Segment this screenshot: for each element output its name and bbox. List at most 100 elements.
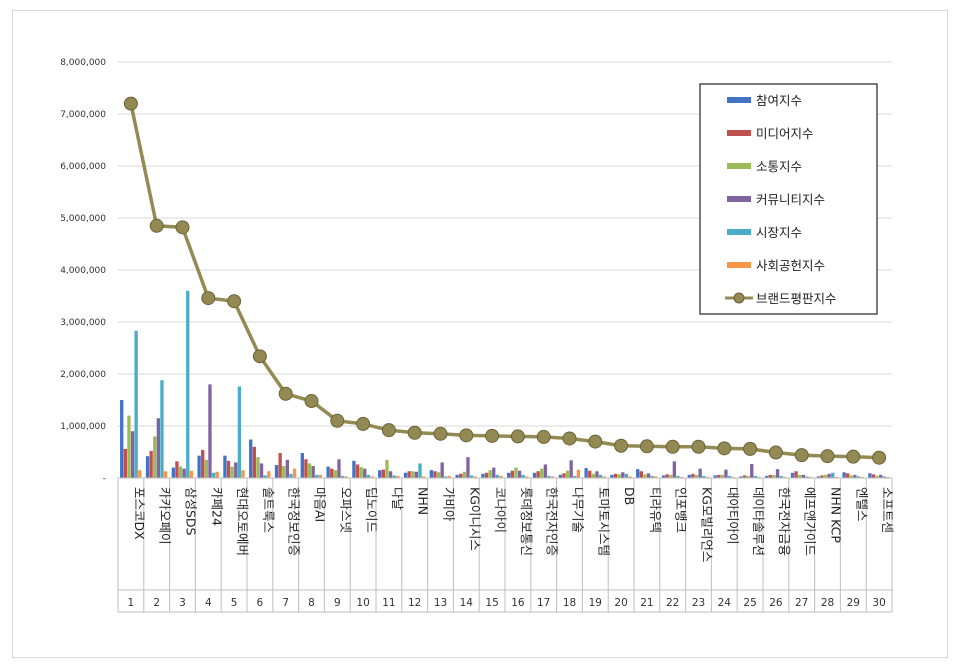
bar [267, 471, 271, 478]
legend-label: 시장지수 [756, 225, 802, 240]
bar [798, 474, 802, 478]
bar [720, 474, 724, 478]
rank-label: 29 [847, 597, 860, 609]
bar [421, 476, 426, 478]
rank-label: 12 [408, 597, 421, 609]
category-label: DB [622, 487, 637, 505]
bar [746, 475, 750, 478]
brand-index-point [459, 428, 474, 443]
bar [123, 448, 127, 478]
bar [621, 472, 625, 478]
rank-label: 6 [257, 597, 264, 609]
bar [444, 476, 448, 478]
legend-swatch [727, 262, 751, 268]
bar [713, 475, 717, 478]
bar [661, 475, 666, 478]
legend-label: 참여지수 [756, 93, 802, 108]
brand-index-point [123, 96, 138, 111]
category-label: 가비아 [442, 487, 457, 522]
category-label: 티라유텍 [648, 487, 663, 533]
bar [525, 476, 529, 478]
bar [392, 475, 396, 478]
brand-index-point [588, 434, 603, 449]
category-label: 에프앤가이드 [803, 487, 818, 556]
brand-index-point [872, 450, 887, 465]
bar [359, 467, 363, 478]
bar [588, 470, 592, 478]
rank-label: 14 [460, 597, 474, 609]
bar [772, 474, 776, 478]
bar [757, 476, 761, 478]
bar [282, 466, 286, 478]
bar [569, 460, 573, 478]
bar [223, 455, 227, 478]
legend-label: 커뮤니티지수 [756, 192, 825, 207]
bar [624, 473, 629, 478]
bar [215, 471, 219, 478]
bar [868, 473, 872, 478]
bar [679, 476, 684, 478]
bar [823, 474, 828, 478]
bar [163, 471, 168, 478]
rank-label: 28 [821, 597, 834, 609]
category-label: 대아티아이 [725, 487, 740, 545]
bar [584, 468, 588, 478]
bar [330, 468, 334, 478]
bar [654, 476, 658, 478]
bar [447, 475, 452, 478]
bar [643, 474, 647, 478]
brand-index-point [691, 439, 706, 454]
bar [292, 468, 297, 478]
rank-label: 30 [872, 597, 885, 609]
bar [197, 455, 201, 478]
bar [311, 466, 315, 478]
category-label: 데이타솔루션 [751, 487, 766, 556]
bar [801, 474, 806, 478]
brand-index-point [562, 431, 577, 446]
bar [540, 468, 544, 478]
bar [378, 470, 382, 478]
brand-index-point [846, 449, 861, 464]
bar [315, 474, 319, 478]
bar [739, 476, 743, 478]
bar [750, 463, 754, 478]
y-tick-label: 7,000,000 [60, 110, 106, 120]
bar [820, 475, 824, 478]
bar [388, 471, 393, 478]
bar [727, 475, 732, 478]
brand-index-point [175, 220, 190, 235]
bar [300, 453, 304, 478]
bar [562, 473, 566, 478]
bar [175, 461, 179, 478]
y-tick-label: 2,000,000 [60, 370, 106, 380]
bar [285, 459, 290, 478]
bar [805, 476, 809, 478]
bar [259, 463, 264, 478]
bar [842, 472, 846, 478]
bar [636, 469, 640, 478]
bar [149, 450, 153, 478]
category-label: 카카오페이 [158, 487, 173, 545]
brand-index-point [407, 425, 422, 440]
bar [429, 470, 433, 478]
rank-label: 23 [692, 597, 705, 609]
legend-swatch [727, 97, 751, 103]
bar [337, 459, 341, 478]
bar [698, 468, 702, 478]
rank-label: 11 [382, 597, 395, 609]
bar [610, 474, 614, 478]
rank-label: 27 [795, 597, 808, 609]
bar [639, 471, 643, 478]
bar [481, 473, 485, 478]
bar [352, 460, 356, 478]
bar [473, 476, 477, 478]
bar [436, 472, 441, 478]
bar [753, 475, 758, 478]
category-label: 딥노이드 [364, 487, 379, 533]
brand-index-point [820, 449, 835, 464]
rank-label: 10 [356, 597, 369, 609]
bar [307, 463, 312, 478]
rank-label: 22 [666, 597, 679, 609]
